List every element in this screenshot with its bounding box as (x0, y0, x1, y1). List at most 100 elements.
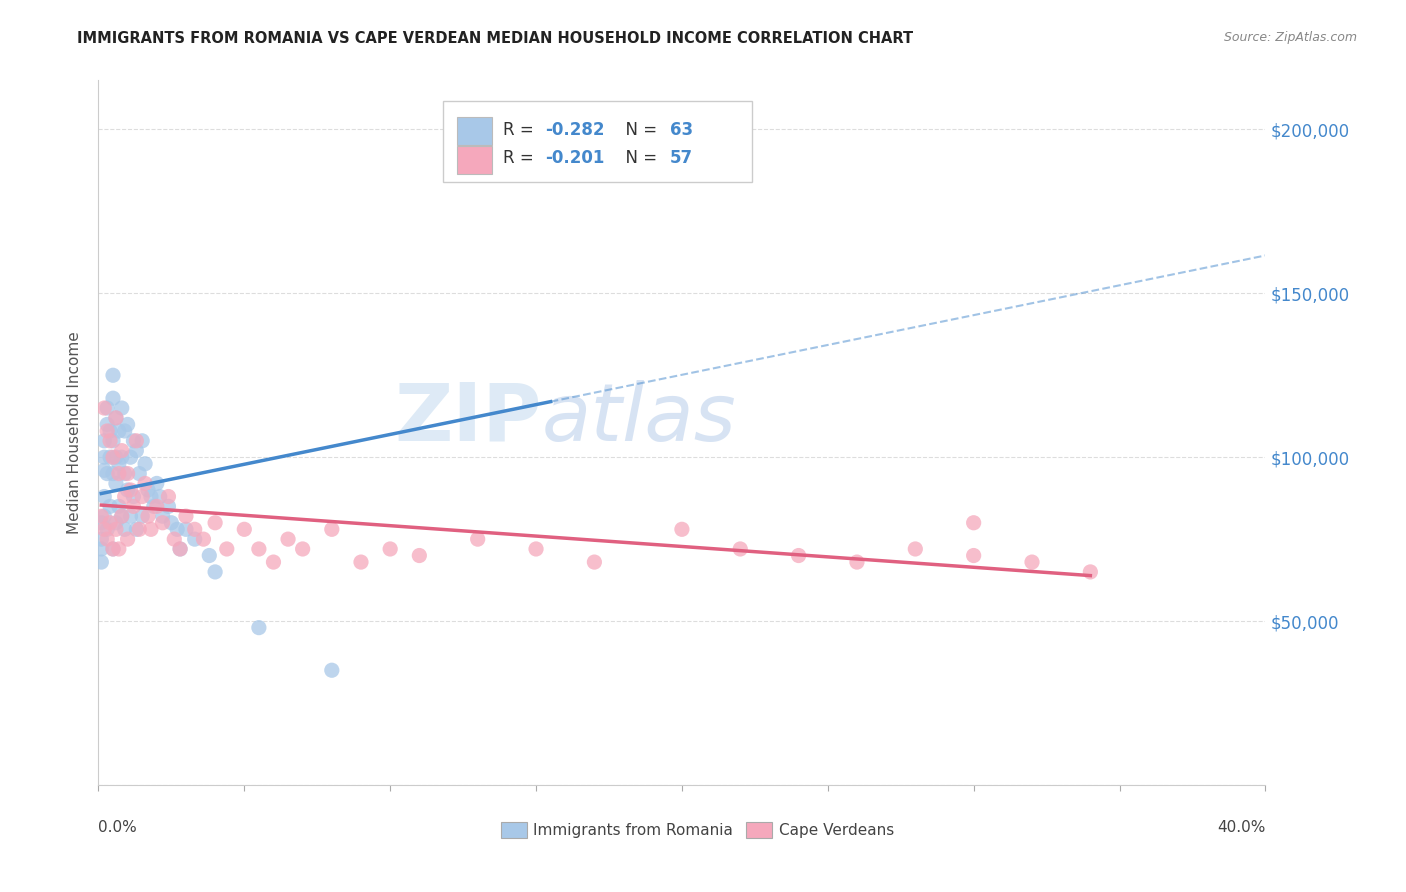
Text: IMMIGRANTS FROM ROMANIA VS CAPE VERDEAN MEDIAN HOUSEHOLD INCOME CORRELATION CHAR: IMMIGRANTS FROM ROMANIA VS CAPE VERDEAN … (77, 31, 914, 46)
Point (120, 509, 142, 524)
Point (166, 522, 188, 536)
Point (98, 500, 121, 514)
Point (131, 434, 153, 448)
Point (101, 541, 124, 556)
Point (117, 532, 139, 546)
Point (146, 500, 169, 514)
Text: 63: 63 (671, 120, 693, 138)
Point (1080, 565, 1102, 579)
Point (149, 490, 172, 504)
Point (96, 401, 118, 415)
Point (120, 483, 142, 497)
Point (101, 450, 124, 465)
Bar (457, 145, 492, 174)
Point (1021, 555, 1043, 569)
Point (904, 541, 927, 556)
Point (128, 522, 150, 536)
Text: 57: 57 (671, 150, 693, 168)
Text: -0.201: -0.201 (546, 150, 605, 168)
Point (131, 490, 153, 504)
Point (134, 476, 156, 491)
Y-axis label: Median Household Income: Median Household Income (67, 331, 83, 534)
Text: N =: N = (616, 150, 662, 168)
Point (136, 483, 159, 497)
Point (277, 532, 299, 546)
Point (90, 509, 112, 524)
Point (96, 522, 118, 536)
Point (350, 555, 373, 569)
Text: R =: R = (503, 120, 540, 138)
Point (163, 532, 186, 546)
Point (846, 555, 869, 569)
Point (111, 509, 134, 524)
Point (321, 663, 343, 677)
Point (193, 532, 215, 546)
Point (247, 621, 270, 635)
Text: R =: R = (503, 150, 540, 168)
Point (111, 450, 134, 465)
Point (204, 565, 226, 579)
Point (136, 509, 159, 524)
Point (111, 443, 134, 458)
Point (108, 467, 131, 481)
FancyBboxPatch shape (443, 102, 752, 183)
Point (104, 450, 127, 465)
Point (98, 450, 121, 465)
Point (101, 368, 124, 383)
Point (98, 516, 121, 530)
Text: 40.0%: 40.0% (1218, 821, 1265, 835)
Bar (747, 822, 772, 838)
Point (104, 522, 127, 536)
Point (108, 424, 131, 438)
Point (101, 434, 124, 448)
Point (139, 490, 162, 504)
Point (114, 467, 136, 481)
Point (96, 424, 118, 438)
Point (108, 457, 131, 471)
Text: -0.282: -0.282 (546, 120, 605, 138)
Point (117, 467, 139, 481)
Point (174, 509, 197, 524)
Point (125, 443, 148, 458)
Point (101, 391, 124, 405)
Bar (457, 117, 492, 145)
Point (90, 541, 112, 556)
Point (98, 424, 121, 438)
Point (152, 516, 174, 530)
Point (408, 549, 430, 563)
Point (142, 500, 165, 514)
Point (114, 522, 136, 536)
Point (125, 434, 148, 448)
Point (128, 467, 150, 481)
Point (291, 541, 314, 556)
Point (93, 490, 115, 504)
Point (233, 522, 256, 536)
Point (131, 509, 153, 524)
Point (730, 541, 752, 556)
Bar (501, 822, 527, 838)
Point (108, 500, 131, 514)
Point (671, 522, 693, 536)
Point (111, 401, 134, 415)
Text: N =: N = (616, 120, 662, 138)
Point (98, 434, 121, 448)
Point (96, 532, 118, 546)
Point (122, 490, 145, 504)
Text: 0.0%: 0.0% (98, 821, 138, 835)
Point (93, 401, 115, 415)
Point (169, 541, 191, 556)
Point (93, 450, 115, 465)
Point (157, 500, 180, 514)
Point (96, 417, 118, 432)
Point (104, 516, 127, 530)
Point (117, 483, 139, 497)
Point (183, 522, 205, 536)
Point (108, 541, 131, 556)
Point (157, 490, 180, 504)
Point (169, 541, 191, 556)
Point (122, 500, 145, 514)
Text: Source: ZipAtlas.com: Source: ZipAtlas.com (1223, 31, 1357, 45)
Point (114, 490, 136, 504)
Point (114, 424, 136, 438)
Point (262, 555, 284, 569)
